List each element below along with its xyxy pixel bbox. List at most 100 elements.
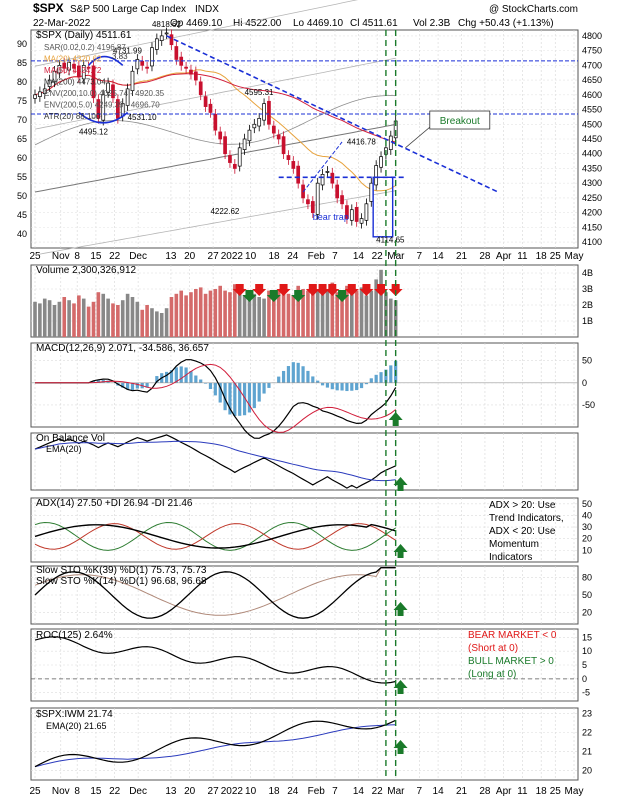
macd-histogram-bar [277,377,280,383]
chart-volume-label: Vol 2.3B [413,18,451,29]
volume-bar [292,295,296,337]
y-tick-label: 4650 [582,75,602,85]
volume-bar [316,289,320,337]
y-tick-label: 50 [582,590,592,600]
candle-body [141,61,144,65]
y-tick-label: 20 [582,766,592,776]
x-tick-label: Apr [496,251,512,262]
macd-histogram-bar [306,371,309,383]
macd-histogram-bar [180,366,183,382]
volume-bar [101,294,105,337]
volume-bar [179,291,183,337]
x-tick-label: 14 [353,251,365,262]
price-legend-item: SAR(0.02,0.2) 4196.87 [44,43,126,52]
ratio-title: $SPX:IWM 21.74 [36,709,113,720]
candle-body [160,36,163,41]
x-tick-label: 7 [417,786,423,797]
volume-bar [389,299,393,337]
x-tick-label: 27 [208,786,220,797]
x-tick-label: 27 [208,251,220,262]
y-tick-label: 22 [582,728,592,738]
roc-bull-note-2: (Long at 0) [468,669,516,680]
candle-body [209,104,212,112]
candle-body [360,219,363,224]
y-tick-label: 4400 [582,149,602,159]
macd-histogram-bar [199,380,202,383]
price-legend-item: ENV(200,10.0) 4025.74 - 4920.35 [44,89,165,98]
y-tick-label: 4B [582,268,593,278]
x-tick-label: Feb [308,786,326,797]
atr-tick-label: 70 [17,115,27,125]
candle-body [155,39,158,50]
volume-bar [204,294,208,337]
x-tick-label: 18 [536,786,548,797]
candle-body [277,135,280,139]
x-tick-label: Dec [129,251,147,262]
macd-histogram-bar [238,383,241,416]
atr-tick-label: 85 [17,58,27,68]
volume-bar [360,287,364,337]
sto-title: Slow STO %K(39) %D(1) 75.73, 75.73 [36,565,207,576]
price-title: $SPX (Daily) 4511.61 [36,30,132,41]
macd-histogram-bar [253,383,256,408]
macd-histogram-bar [282,371,285,383]
candle-body [311,201,314,212]
macd-histogram-bar [297,363,300,383]
volume-bar [87,307,91,337]
y-tick-label: 23 [582,709,592,719]
price-legend-item: MA(50) 4424.72 [44,66,102,75]
volume-bar [170,297,174,337]
roc-bull-note-1: BULL MARKET > 0 [468,656,554,667]
price-legend-item: MA(20) 4320.62 [44,55,102,64]
adx-note-5: Indicators [489,552,532,563]
volume-bar [97,292,101,337]
candle-body [306,200,309,204]
y-tick-label: 0 [582,378,587,388]
x-tick-label: 25 [550,251,562,262]
x-tick-label: 11 [517,251,528,262]
volume-bar [58,302,62,337]
breakout-label: Breakout [440,116,480,127]
volume-bar [145,305,149,337]
macd-histogram-bar [258,383,261,402]
x-tick-label: 22 [372,251,384,262]
macd-histogram-bar [350,383,353,391]
y-tick-label: 40 [582,510,592,520]
volume-bar [131,297,135,337]
candle-body [341,196,344,204]
x-tick-label: 10 [245,786,257,797]
macd-histogram-bar [301,366,304,383]
x-tick-label: 13 [165,251,177,262]
sto-title-2: Slow STO %K(14) %D(1) 96.68, 96.68 [36,576,207,587]
volume-bar [335,292,339,337]
candle-body [365,204,368,220]
atr-tick-label: 60 [17,153,27,163]
adx-note-2: Trend Indicators, [489,513,564,524]
y-tick-label: 80 [582,573,592,583]
candle-body [170,35,173,45]
x-tick-label: 18 [268,786,280,797]
price-annotation: 4818.62 [152,20,181,29]
y-tick-label: 4250 [582,193,602,203]
volume-bar [77,295,81,337]
macd-histogram-bar [165,372,168,383]
price-annotation: 4495.12 [79,128,108,137]
roc-bear-note-1: BEAR MARKET < 0 [468,630,557,641]
x-tick-label: 2022 [221,786,244,797]
x-tick-label: 8 [74,251,80,262]
y-tick-label: 2B [582,300,593,310]
y-tick-label: -50 [582,400,595,410]
macd-histogram-bar [360,383,363,388]
chart-index-name: S&P 500 Large Cap Index [70,4,186,15]
y-tick-label: 4350 [582,163,602,173]
roc-bear-note-2: (Short at 0) [468,643,518,654]
candle-body [248,130,251,141]
atr-tick-label: 65 [17,134,27,144]
macd-histogram-bar [311,376,314,382]
x-tick-label: 28 [479,251,491,262]
candle-body [331,173,334,183]
adx-note-4: Momentum [489,539,539,550]
volume-bar [189,292,193,337]
volume-bar [287,294,291,337]
